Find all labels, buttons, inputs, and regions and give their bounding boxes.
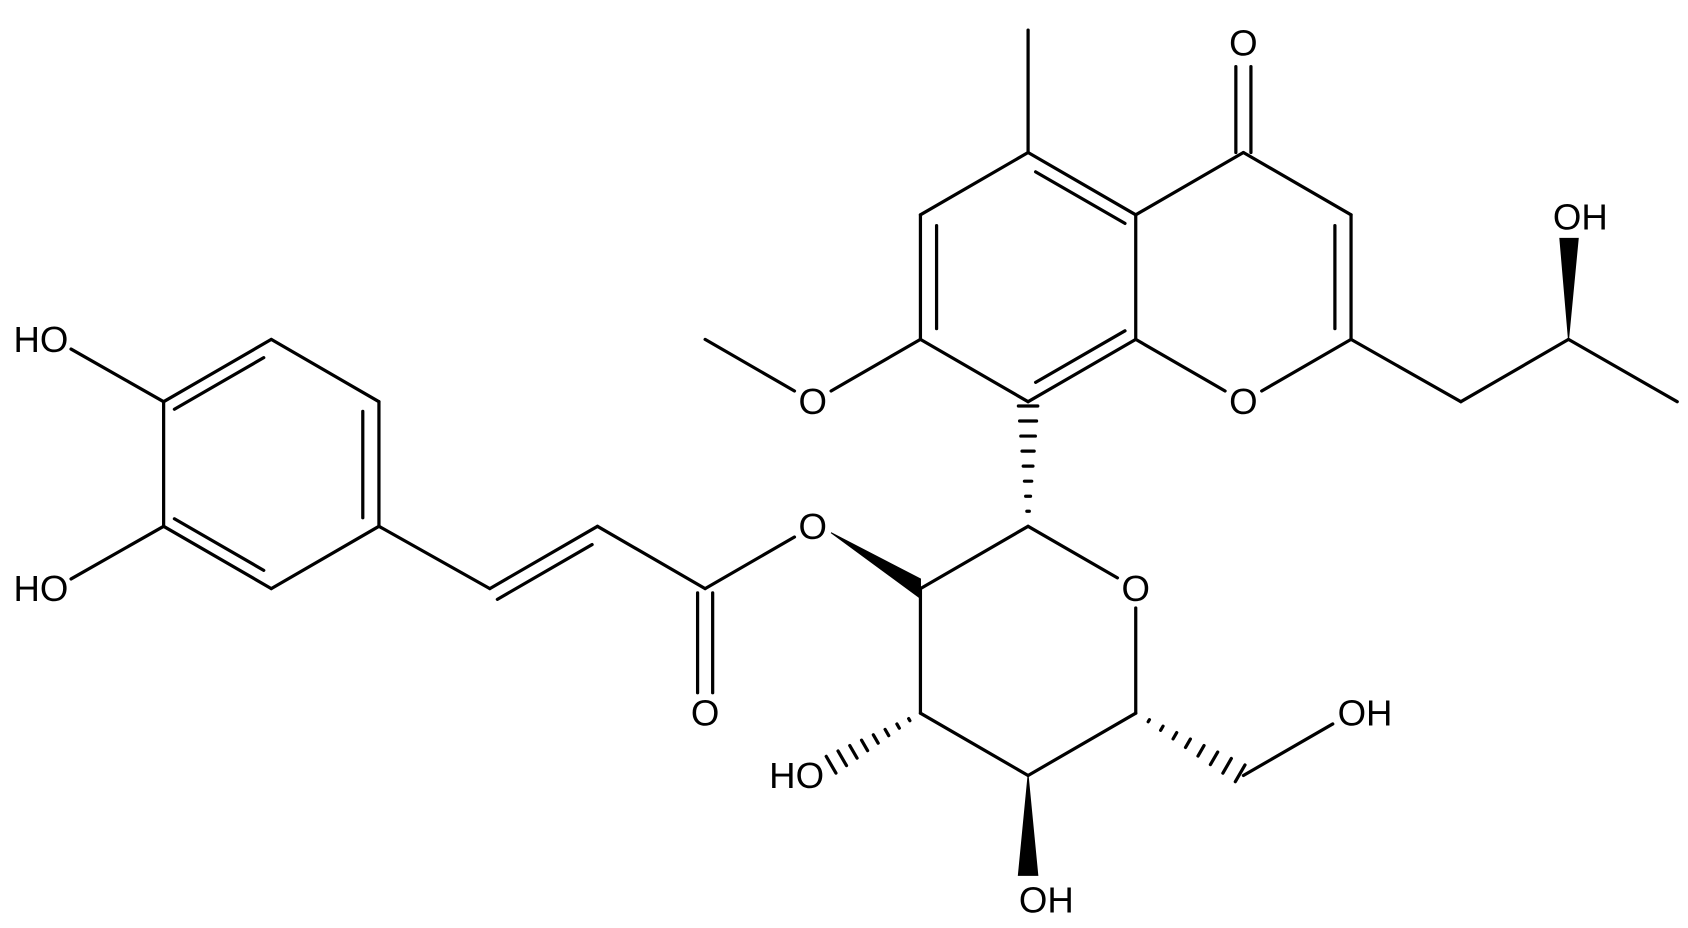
bond — [495, 542, 594, 601]
bond — [1134, 150, 1246, 217]
atom-label: O — [1122, 568, 1150, 609]
atom-label: OH — [1338, 693, 1393, 734]
bond — [162, 337, 273, 404]
bond — [69, 524, 166, 581]
atom-label: O — [691, 693, 719, 734]
bond — [595, 524, 707, 591]
wedge-bond — [1017, 775, 1039, 876]
bond — [172, 356, 266, 411]
hash-line — [883, 727, 891, 738]
hash-line — [1146, 718, 1152, 724]
bond — [162, 524, 273, 591]
atom-label: HO — [13, 319, 68, 360]
bond — [377, 524, 492, 591]
hash-line — [824, 754, 838, 775]
bond — [1459, 337, 1571, 404]
bond — [1026, 150, 1138, 217]
bond — [918, 150, 1030, 217]
hash-line — [836, 749, 849, 768]
atom-label: HO — [13, 568, 68, 609]
hash-line — [1171, 730, 1179, 741]
bond — [269, 524, 381, 591]
atom-label: O — [799, 506, 827, 547]
bond — [918, 711, 1030, 778]
bond — [918, 337, 1030, 404]
hash-line — [895, 722, 901, 730]
bond — [1349, 337, 1463, 404]
bond — [1034, 170, 1127, 226]
hash-line — [1159, 724, 1165, 732]
bond — [703, 337, 797, 393]
hash-line — [1196, 743, 1206, 758]
hash-line — [907, 716, 912, 723]
atom-label: O — [1229, 381, 1257, 422]
atom-label: HO — [769, 755, 824, 796]
hash-line — [871, 733, 880, 745]
bond — [1026, 337, 1138, 404]
bond — [1134, 337, 1227, 393]
hash-line — [1221, 756, 1233, 775]
atom-label: O — [799, 381, 827, 422]
hash-line — [848, 743, 859, 760]
bond — [918, 524, 1030, 591]
hash-line — [1208, 750, 1220, 767]
bonds — [69, 28, 1679, 876]
bond — [1241, 722, 1335, 778]
bond — [1260, 337, 1353, 393]
atom-labels: O OH O O O O O HO HO HO OH OH — [13, 22, 1607, 920]
bond — [172, 517, 266, 572]
bond — [69, 347, 166, 404]
bond — [703, 535, 797, 591]
hash-line — [1233, 763, 1247, 784]
bond — [1241, 150, 1353, 217]
hash-line — [1183, 737, 1192, 750]
wedge-bond — [830, 532, 921, 600]
bond — [1026, 711, 1138, 778]
bond — [1566, 337, 1679, 404]
bond — [1026, 524, 1120, 580]
bond — [829, 337, 923, 393]
atom-label: OH — [1019, 880, 1074, 921]
hash-line — [859, 738, 870, 753]
bond — [1034, 329, 1127, 384]
bond — [269, 337, 381, 404]
bond — [488, 524, 600, 591]
atom-label: O — [1229, 22, 1257, 63]
wedge-bond — [1559, 237, 1579, 340]
atom-label: OH — [1553, 196, 1608, 237]
hashed-bonds — [824, 404, 1247, 784]
